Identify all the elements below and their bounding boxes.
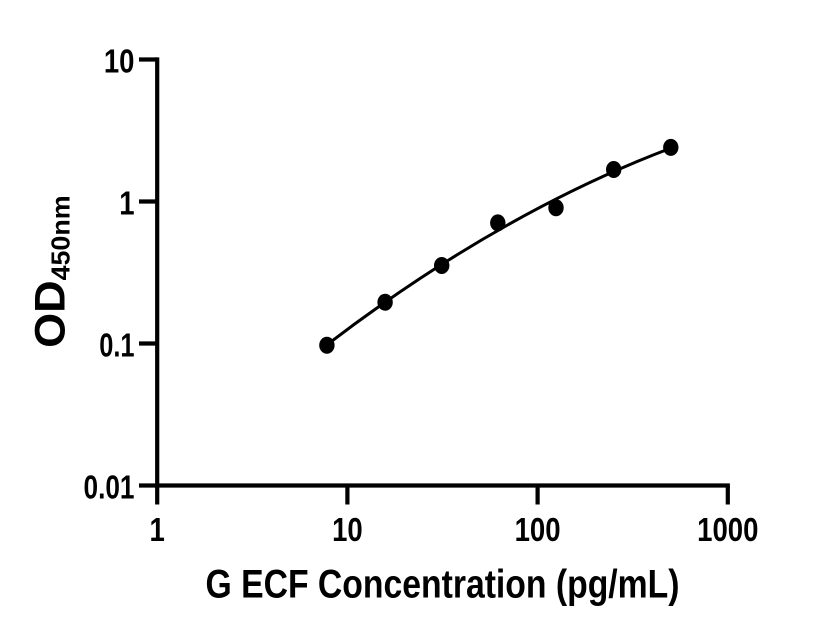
svg-text:0.01: 0.01 [84, 469, 135, 506]
svg-text:OD: OD [27, 280, 75, 348]
svg-text:10: 10 [332, 511, 363, 548]
svg-text:10: 10 [104, 43, 135, 80]
svg-text:G ECF Concentration (pg/mL): G ECF Concentration (pg/mL) [206, 563, 680, 607]
svg-text:1000: 1000 [697, 511, 758, 548]
svg-text:1: 1 [150, 511, 165, 548]
svg-text:1: 1 [119, 185, 134, 222]
svg-text:100: 100 [515, 511, 561, 548]
svg-text:0.1: 0.1 [99, 327, 134, 364]
svg-text:450nm: 450nm [45, 195, 75, 280]
